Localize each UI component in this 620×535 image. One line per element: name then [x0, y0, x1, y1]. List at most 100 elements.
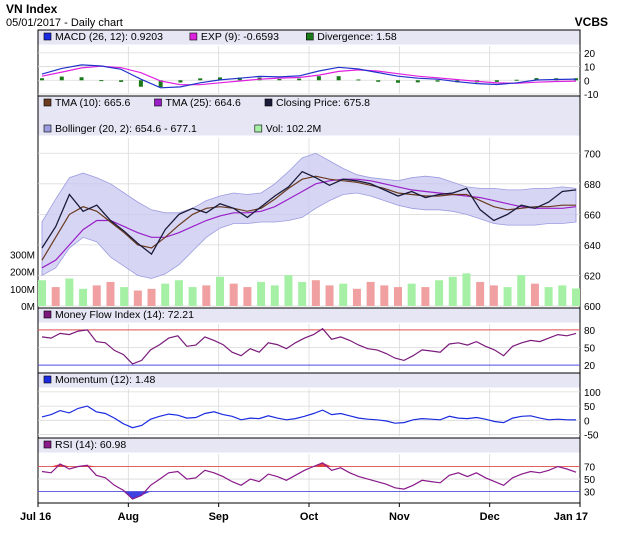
- mom-tick-label: 0: [584, 416, 590, 427]
- volume-bar: [462, 273, 471, 306]
- price-legend-swatch: [264, 98, 273, 107]
- macd-tick-label: 20: [584, 49, 596, 60]
- volume-bar: [366, 281, 375, 306]
- macd-divergence-bar: [534, 78, 539, 81]
- volume-bar: [188, 287, 197, 306]
- macd-legend-label: MACD (26, 12): 0.9203: [55, 31, 163, 43]
- price-legend-label: TMA (25): 664.6: [166, 97, 241, 109]
- price-legend-band-2: [38, 122, 580, 136]
- volume-bar: [243, 287, 252, 306]
- volume-bar: [38, 280, 46, 306]
- volume-tick-label: 0M: [21, 302, 35, 313]
- rsi-tick-label: 70: [584, 463, 596, 474]
- rsi-overbought-fill: [322, 462, 332, 467]
- volume-bar: [216, 276, 224, 306]
- rsi-legend-swatch: [43, 440, 52, 449]
- volume-bar: [558, 285, 567, 306]
- price-legend-label: Bollinger (20, 2): 654.6 - 677.1: [55, 123, 197, 135]
- price-tick-label: 660: [584, 210, 601, 221]
- volume-bar: [311, 280, 320, 306]
- macd-tick-label: 0: [584, 76, 590, 87]
- macd-divergence-bar: [59, 76, 64, 81]
- tma10-line: [41, 175, 576, 261]
- macd-divergence-bar: [237, 77, 242, 81]
- volume-bar: [51, 287, 60, 306]
- rsi-overbought-fill: [87, 465, 97, 467]
- macd-divergence-bar: [336, 76, 341, 81]
- macd-divergence-bar: [297, 78, 302, 81]
- mfi-tick-label: 20: [584, 361, 596, 372]
- macd-divergence-bar: [396, 80, 400, 83]
- rsi-legend-band: [38, 438, 580, 453]
- rsi-tick-label: 30: [584, 488, 596, 499]
- price-legend-label: TMA (10): 665.6: [55, 97, 130, 109]
- mom-tick-label: -50: [584, 431, 599, 442]
- macd-legend-label: Divergence: 1.58: [317, 31, 397, 43]
- volume-bar: [229, 283, 238, 306]
- volume-bar: [476, 281, 485, 306]
- price-legend-swatch: [43, 124, 52, 133]
- macd-line: [41, 64, 577, 89]
- rsi-oversold-fill: [132, 491, 142, 500]
- mfi-line: [41, 327, 577, 365]
- volume-bar: [202, 285, 211, 306]
- volume-bar: [325, 285, 334, 306]
- macd-divergence-bar: [514, 79, 519, 81]
- mom-legend-label: Momentum (12): 1.48: [55, 374, 156, 386]
- volume-bar: [352, 288, 361, 306]
- volume-tick-label: 100M: [10, 285, 35, 296]
- volume-bar: [517, 275, 526, 306]
- volume-bar: [503, 287, 512, 306]
- volume-bar: [65, 278, 74, 306]
- macd-tick-label: -10: [584, 90, 599, 101]
- volume-bar: [298, 281, 307, 306]
- macd-divergence-bar: [415, 80, 420, 83]
- bollinger-band: [41, 152, 577, 279]
- price-legend-swatch: [254, 124, 263, 133]
- rsi-legend-label: RSI (14): 60.98: [55, 439, 126, 451]
- volume-bar: [380, 285, 389, 306]
- macd-divergence-bar: [316, 76, 321, 81]
- macd-divergence-bar: [277, 79, 282, 81]
- macd-divergence-bar: [376, 80, 381, 82]
- x-axis-label: Jan 17: [554, 511, 588, 523]
- volume-bar: [92, 285, 101, 306]
- mom-tick-label: 50: [584, 402, 596, 413]
- price-tick-label: 620: [584, 271, 601, 282]
- macd-divergence-bar: [218, 77, 222, 81]
- macd-exp-line: [41, 65, 577, 86]
- macd-legend-swatch: [43, 32, 52, 41]
- price-tick-label: 640: [584, 241, 601, 252]
- volume-bar: [544, 287, 553, 306]
- chart-layer: 20 10 0 -10 MACD (26, 12): 0.9203 EXP (9): -0…: [10, 29, 601, 523]
- mom-line: [41, 405, 577, 429]
- volume-bar: [407, 283, 416, 306]
- mfi-tick-label: 80: [584, 326, 596, 337]
- volume-bar: [284, 275, 293, 306]
- volume-bar: [530, 283, 539, 306]
- macd-tick-label: 10: [584, 63, 596, 74]
- tma25-line: [41, 178, 577, 269]
- macd-divergence-bar: [40, 78, 44, 81]
- volume-bar: [257, 281, 266, 306]
- macd-divergence-bar: [79, 77, 84, 81]
- price-legend-swatch: [43, 98, 52, 107]
- macd-divergence-bar: [158, 80, 163, 88]
- volume-bar: [489, 285, 498, 306]
- volume-tick-label: 300M: [10, 250, 35, 261]
- price-legend-band: [38, 96, 580, 123]
- volume-bar: [435, 280, 444, 306]
- volume-bar: [448, 276, 457, 306]
- macd-legend-label: EXP (9): -0.6593: [201, 31, 279, 43]
- volume-bar: [147, 288, 156, 306]
- macd-divergence-bar: [99, 80, 104, 82]
- volume-bar: [120, 287, 129, 306]
- rsi-line: [41, 462, 577, 500]
- price-legend-label: Closing Price: 675.8: [276, 97, 370, 109]
- volume-bar: [79, 288, 88, 306]
- price-tick-label: 680: [584, 180, 601, 191]
- x-axis-label: Nov: [389, 511, 411, 523]
- volume-bar: [133, 290, 142, 306]
- mfi-legend-swatch: [43, 310, 52, 319]
